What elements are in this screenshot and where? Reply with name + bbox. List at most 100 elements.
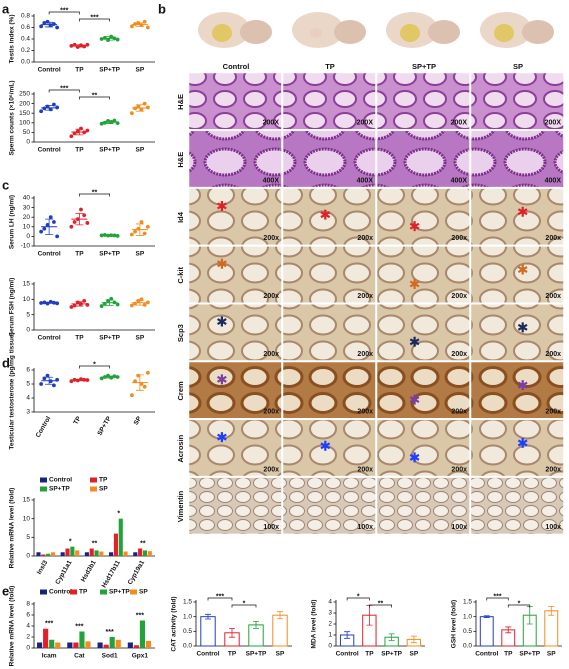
row-label: Scp3 bbox=[176, 324, 185, 342]
data-point bbox=[139, 220, 144, 224]
bar bbox=[147, 551, 152, 556]
marker-asterisk bbox=[517, 380, 528, 391]
y-tick-label: 0.0 bbox=[183, 643, 192, 650]
x-tick-label: TP bbox=[365, 651, 374, 658]
legend-swatch bbox=[90, 486, 97, 492]
bar bbox=[50, 552, 56, 556]
error-bar bbox=[344, 631, 351, 639]
significance-bracket bbox=[231, 604, 257, 608]
y-tick-label: -10 bbox=[21, 243, 31, 250]
x-tick-label: TP bbox=[228, 651, 237, 658]
bar bbox=[97, 642, 103, 648]
magnification-label: 400X bbox=[451, 177, 468, 184]
micrograph bbox=[282, 72, 376, 130]
error-bar bbox=[135, 299, 144, 306]
legend-swatch bbox=[40, 486, 47, 492]
micrograph bbox=[376, 361, 470, 419]
y-axis-label: GSH level (fold) bbox=[451, 600, 458, 648]
magnification-label: 200x bbox=[451, 466, 467, 473]
x-tick-label: SP+TP bbox=[519, 651, 540, 658]
micrograph bbox=[188, 477, 282, 535]
testis-photo bbox=[240, 20, 272, 44]
error-bar bbox=[75, 301, 84, 307]
error-bar bbox=[105, 375, 114, 379]
row-label: Id4 bbox=[176, 211, 185, 223]
axis-line bbox=[33, 196, 155, 247]
x-tick-label: Hsd3b1 bbox=[80, 559, 98, 583]
marker-asterisk bbox=[517, 264, 528, 275]
x-tick-label: TP bbox=[75, 147, 84, 154]
y-tick-label: 0.5 bbox=[183, 628, 192, 635]
magnification-label: 200x bbox=[263, 351, 279, 358]
data-point bbox=[85, 128, 90, 133]
magnification-label: 200x bbox=[451, 293, 467, 300]
micrograph bbox=[282, 303, 376, 361]
micrograph bbox=[188, 246, 282, 303]
data-point bbox=[39, 382, 44, 386]
data-point bbox=[102, 120, 107, 125]
micrograph bbox=[470, 419, 564, 477]
y-tick-label: 40 bbox=[23, 195, 31, 202]
y-tick-label: 2 bbox=[26, 634, 30, 641]
testis-photo bbox=[212, 24, 232, 42]
data-point bbox=[142, 384, 147, 389]
significance-label: *** bbox=[493, 593, 501, 600]
error-bar bbox=[229, 628, 235, 638]
column-header: Control bbox=[223, 62, 250, 71]
testis-photo bbox=[494, 24, 514, 42]
significance-bracket bbox=[79, 18, 110, 22]
magnification-label: 200x bbox=[545, 351, 561, 358]
y-tick-label: 5 bbox=[26, 534, 30, 541]
legend-label: SP+TP bbox=[109, 589, 130, 596]
magnification-label: 200x bbox=[263, 466, 279, 473]
data-point bbox=[145, 25, 150, 30]
marker-asterisk bbox=[517, 322, 528, 333]
micrograph bbox=[470, 477, 564, 535]
y-axis-label: MDA level (fold) bbox=[311, 600, 318, 649]
magnification-label: 200x bbox=[545, 235, 561, 242]
bar bbox=[36, 552, 41, 556]
marker-asterisk bbox=[517, 206, 528, 217]
data-point bbox=[55, 301, 60, 306]
significance-bracket bbox=[48, 89, 80, 93]
marker-asterisk bbox=[320, 209, 331, 220]
error-bar bbox=[135, 223, 144, 236]
magnification-label: 200x bbox=[545, 466, 561, 473]
micrograph bbox=[470, 130, 564, 188]
marker-asterisk bbox=[517, 437, 528, 448]
data-point bbox=[39, 109, 44, 114]
legend-label: Control bbox=[49, 477, 72, 484]
data-point bbox=[82, 298, 87, 303]
x-tick-label: TP bbox=[72, 415, 83, 426]
x-tick-label: SP+TP bbox=[381, 651, 402, 658]
bar bbox=[544, 610, 559, 647]
bar bbox=[115, 639, 121, 648]
magnification-label: 200x bbox=[357, 235, 373, 242]
micrograph bbox=[470, 303, 564, 361]
magnification-label: 100x bbox=[263, 524, 279, 531]
row-label: C-kit bbox=[176, 266, 185, 283]
legend-label: TP bbox=[99, 477, 108, 484]
bar bbox=[79, 631, 85, 648]
x-tick-label: SP bbox=[136, 335, 145, 342]
y-tick-label: 1 bbox=[328, 632, 332, 639]
micrograph bbox=[188, 72, 282, 130]
magnification-label: 200X bbox=[545, 120, 562, 127]
data-point bbox=[145, 370, 150, 375]
row-label: Crem bbox=[176, 381, 185, 401]
data-point bbox=[129, 24, 134, 29]
error-bar bbox=[75, 44, 84, 48]
data-point bbox=[115, 302, 120, 307]
micrograph bbox=[376, 188, 470, 246]
y-tick-label: 150 bbox=[19, 110, 30, 117]
y-tick-label: 0.0 bbox=[21, 59, 30, 66]
error-bar bbox=[410, 635, 417, 644]
error-bar bbox=[135, 22, 144, 27]
column-header: SP bbox=[513, 62, 523, 71]
data-point bbox=[72, 220, 77, 224]
bar bbox=[109, 637, 115, 648]
bar bbox=[145, 640, 152, 648]
significance-label: *** bbox=[75, 623, 83, 630]
x-tick-label: SP bbox=[136, 147, 145, 154]
significance-label: ** bbox=[92, 92, 98, 99]
